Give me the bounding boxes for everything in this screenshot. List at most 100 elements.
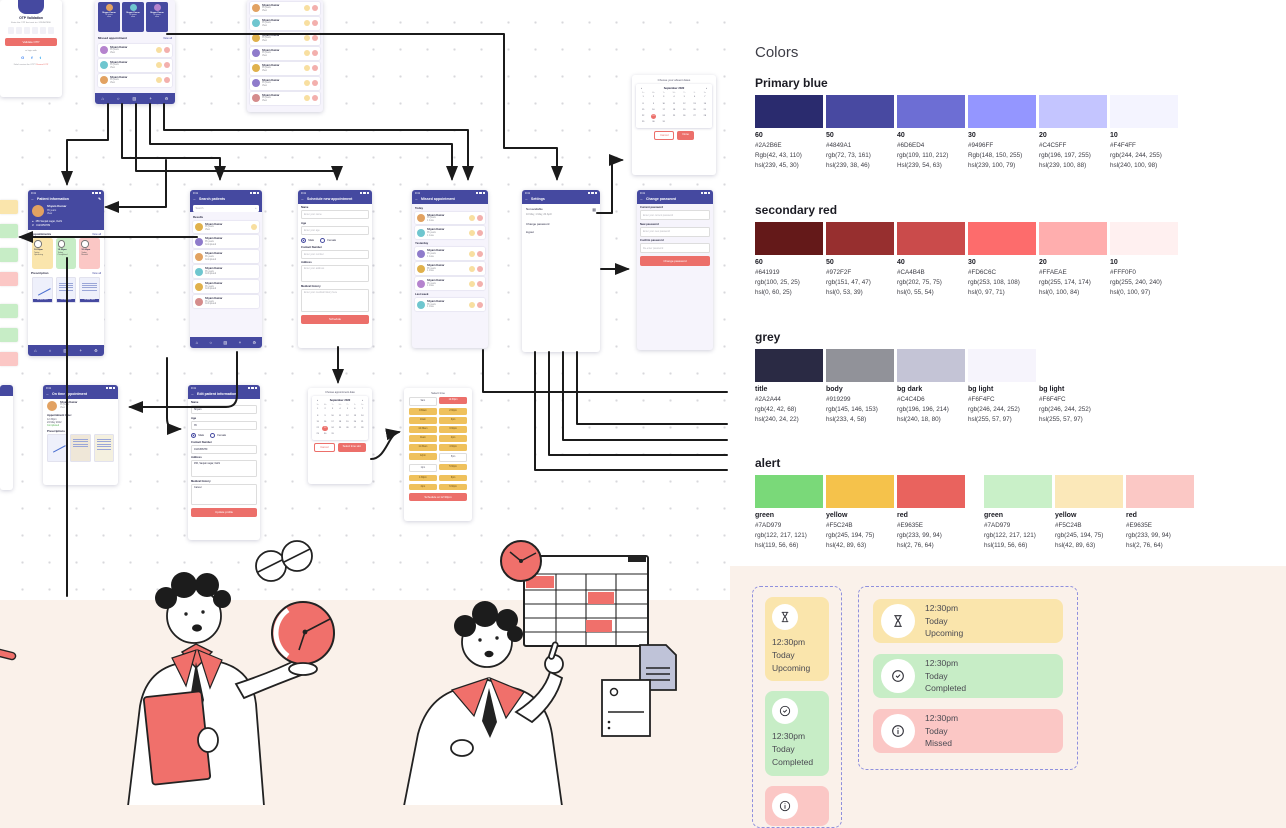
calendar-day[interactable]: 26 bbox=[346, 426, 349, 429]
calendar-day[interactable]: 25 bbox=[672, 114, 676, 117]
time-slot-chip[interactable]: 5:30pm bbox=[439, 463, 467, 471]
time-slot-chip[interactable]: 3:30pm bbox=[439, 425, 467, 433]
settings-icon[interactable]: ⚙ bbox=[164, 96, 169, 101]
reschedule-button[interactable] bbox=[469, 250, 475, 257]
calendar-day[interactable]: 10 bbox=[331, 414, 334, 417]
calendar-day[interactable]: 30 bbox=[652, 121, 655, 124]
back-icon[interactable]: ← bbox=[640, 196, 644, 201]
missed-button[interactable] bbox=[312, 20, 318, 27]
appointment-chip-completed[interactable]: 12:30pm Today Completed bbox=[55, 238, 77, 269]
calendar-day[interactable]: 8 bbox=[317, 414, 319, 417]
prescription-thumbnail[interactable]: 04 Mar 2022 bbox=[79, 277, 101, 303]
age-field[interactable]: 35 bbox=[191, 420, 257, 430]
calendar-day[interactable]: 21 bbox=[703, 108, 706, 111]
home-icon[interactable]: ⌂ bbox=[34, 348, 37, 353]
view-all-link[interactable]: View all bbox=[92, 271, 101, 275]
update-profile-button[interactable]: Update profile bbox=[191, 507, 257, 517]
time-slot-chip[interactable]: 1:30pm bbox=[409, 474, 437, 482]
calendar-day[interactable]: 24 bbox=[331, 426, 334, 429]
calendar-day[interactable]: 31 bbox=[331, 433, 334, 436]
calendar-day[interactable]: 13 bbox=[693, 102, 696, 105]
address-field[interactable]: Enter your address bbox=[301, 265, 369, 283]
history-field[interactable]: Cancer bbox=[191, 483, 257, 505]
change-password-link[interactable]: Change password bbox=[526, 221, 550, 226]
time-slot-chip[interactable]: 6pm bbox=[439, 474, 467, 482]
new-password-field[interactable]: Enter your new password bbox=[640, 226, 710, 237]
prescription-thumbnail[interactable]: 04 Mar 2022 bbox=[32, 277, 53, 303]
name-field[interactable]: Shyam bbox=[191, 405, 257, 414]
calendar-icon[interactable]: ▥ bbox=[132, 96, 137, 101]
missed-button[interactable] bbox=[477, 229, 483, 236]
patient-list-item[interactable]: Shyam Kumar 35 years View bbox=[250, 46, 320, 60]
reschedule-button[interactable] bbox=[469, 280, 475, 287]
calendar-day[interactable]: 24 bbox=[662, 114, 665, 117]
cancel-button[interactable]: Cancel bbox=[314, 442, 335, 452]
calendar-day[interactable]: 5 bbox=[683, 96, 685, 99]
reschedule-button[interactable] bbox=[304, 80, 310, 87]
patient-card[interactable]: Shyam Kumar 35 years View bbox=[146, 2, 168, 32]
calendar-day[interactable]: 26 bbox=[683, 114, 686, 117]
prescription-thumbnail[interactable]: 04 Mar 2022 bbox=[55, 277, 77, 303]
time-slot-chip[interactable]: 1pm bbox=[409, 463, 437, 473]
calendar-day[interactable]: 3 bbox=[663, 96, 665, 99]
time-slot-chip[interactable]: 5pm bbox=[439, 452, 467, 462]
time-slot-chip[interactable]: 9:30am bbox=[409, 407, 437, 415]
settings-icon[interactable]: ⚙ bbox=[252, 340, 257, 345]
home-icon[interactable]: ⌂ bbox=[101, 96, 104, 101]
time-slot-chip[interactable]: 11:30am bbox=[409, 443, 437, 451]
cancel-button[interactable]: Cancel bbox=[654, 130, 675, 140]
reschedule-button[interactable] bbox=[251, 223, 257, 230]
missed-button[interactable] bbox=[312, 35, 318, 42]
patient-list-item[interactable]: Shyam Kumar 35 years View bbox=[98, 44, 172, 57]
appointment-chip-upcoming[interactable]: 12:30pm Today Upcoming bbox=[32, 238, 53, 269]
contact-field[interactable]: Enter your number bbox=[301, 249, 369, 259]
reschedule-button[interactable] bbox=[304, 50, 310, 57]
calendar-icon[interactable]: ▥ bbox=[63, 348, 68, 353]
time-slot-chip[interactable]: 12:30pm bbox=[439, 397, 467, 404]
calendar-day[interactable]: 22 bbox=[316, 426, 319, 429]
back-icon[interactable]: ← bbox=[31, 196, 35, 201]
calendar-day[interactable]: 17 bbox=[662, 108, 665, 111]
calendar-day[interactable]: 1 bbox=[317, 408, 319, 411]
search-result-item[interactable]: Shyam Kumar 35 years Completed bbox=[193, 265, 259, 279]
address-field[interactable]: 456, Sanjati nagar, Delhi bbox=[191, 460, 257, 478]
time-slot-chip[interactable]: 4:30pm bbox=[439, 443, 467, 451]
calendar-day[interactable]: 14 bbox=[361, 414, 364, 417]
search-result-item[interactable]: Shyam Kumar 35 years Completed bbox=[193, 250, 259, 264]
change-password-button[interactable]: Change password bbox=[640, 256, 710, 266]
patient-card[interactable]: Shyam Kumar 35 years View bbox=[98, 2, 120, 32]
patient-list-item[interactable]: Shyam Kumar 35 years View bbox=[98, 73, 172, 87]
missed-button[interactable] bbox=[477, 214, 483, 221]
calendar-day[interactable]: 13 bbox=[353, 414, 356, 417]
calendar-day[interactable]: 19 bbox=[683, 108, 686, 111]
search-icon[interactable]: ○ bbox=[209, 340, 213, 345]
calendar-day[interactable]: 6 bbox=[693, 96, 696, 99]
patient-card[interactable]: Shyam Kumar 35 years View bbox=[122, 2, 144, 32]
prev-month-icon[interactable]: ‹ bbox=[317, 399, 318, 402]
calendar-box-icon[interactable]: ▦ bbox=[592, 206, 596, 212]
history-field[interactable]: Enter your medical history here bbox=[301, 288, 369, 312]
patient-list-item[interactable]: Shyam Kumar 35 years View bbox=[250, 91, 320, 105]
back-icon[interactable]: ← bbox=[415, 196, 419, 201]
logout-link[interactable]: logout bbox=[526, 229, 534, 234]
search-icon[interactable]: ○ bbox=[116, 96, 120, 101]
calendar-day[interactable]: 27 bbox=[353, 426, 356, 429]
male-radio[interactable]: Male bbox=[301, 237, 314, 243]
facebook-icon[interactable]: f bbox=[31, 54, 33, 60]
calendar-day[interactable]: 22 bbox=[641, 114, 645, 117]
calendar-day[interactable]: 2 bbox=[324, 408, 326, 411]
calendar-day[interactable]: 4 bbox=[339, 408, 341, 411]
search-result-item[interactable]: Shyam Kumar 35 years Completed bbox=[193, 235, 259, 249]
calendar-day[interactable]: 12 bbox=[346, 414, 349, 417]
time-slot-chip[interactable]: 4pm bbox=[439, 434, 467, 442]
reschedule-button[interactable] bbox=[304, 35, 310, 42]
patient-list-item[interactable]: Shyam Kumar 35 years View bbox=[250, 76, 320, 90]
calendar-day[interactable]: 15 bbox=[641, 108, 645, 111]
calendar-day[interactable]: 17 bbox=[331, 420, 334, 423]
calendar-day[interactable]: 14 bbox=[703, 102, 706, 105]
time-slot-chip[interactable]: 12pm bbox=[409, 452, 437, 460]
calendar-day[interactable]: 6 bbox=[354, 408, 356, 411]
search-result-item[interactable]: Shyam Kumar 35 years Completed bbox=[193, 295, 259, 309]
missed-button[interactable] bbox=[312, 65, 318, 72]
view-all-link[interactable]: View all bbox=[163, 36, 172, 40]
